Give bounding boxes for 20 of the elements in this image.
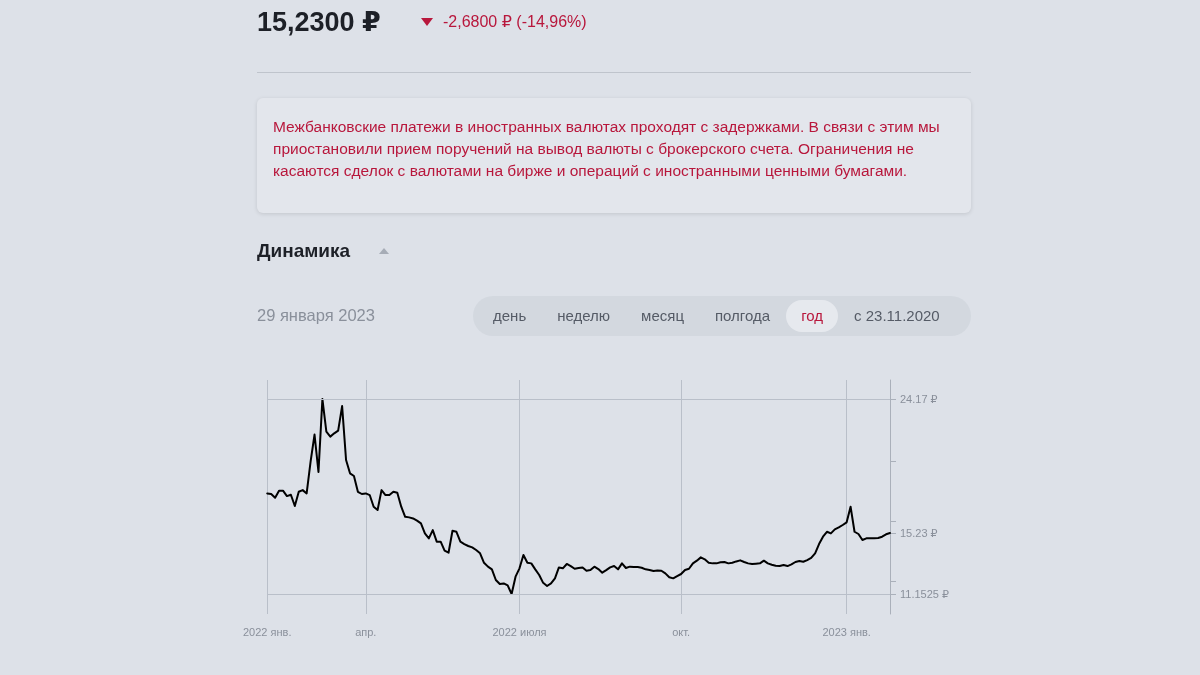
text: с 23.11.2020 [853,306,941,326]
text: полгода [714,306,772,326]
y-tick-label: 15.23 ₽ [900,526,938,539]
text: месяц [640,306,685,326]
y-tick-label: 11.1525 ₽ [900,588,950,601]
chart-subtitle: -2,6800 ₽ (-14,96%) [443,12,587,31]
line-series [266,398,891,596]
text: Динамика [257,240,351,262]
x-tick-label: 2022 янв. [242,625,292,638]
chart-title: 15,2300 ₽ [257,6,381,38]
text: день [492,306,528,326]
x-tick-label: апр. [355,625,377,638]
text: Межбанковские платежи в иностранных валютах проходят с задержками. В связи с этим мы приостановили прием поручений на вывод валюты с брокерского счета. Ограничения не касаются сделок с валютами на бирже и операций с иностранными ценными бумагами. [273,117,941,181]
text: неделю [556,306,612,326]
x-tick-label: окт. [672,625,691,638]
text: год [786,300,839,332]
x-tick-label: 2023 янв. [822,625,871,638]
x-tick-label: 2022 июля [492,625,547,638]
text: 29 января 2023 [257,306,375,325]
y-tick-label: 24.17 ₽ [900,393,938,406]
